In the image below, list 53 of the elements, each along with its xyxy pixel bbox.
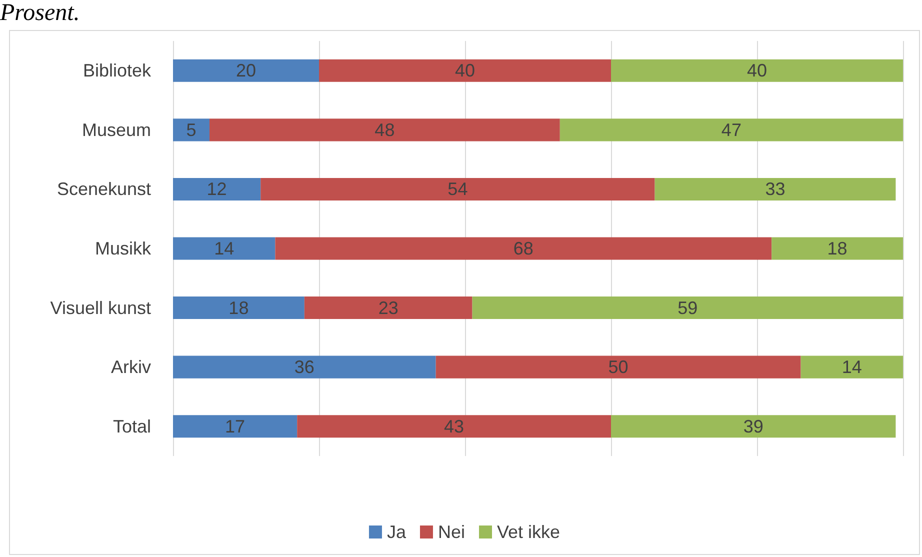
- data-label: 36: [294, 357, 314, 378]
- data-label: 59: [678, 298, 698, 318]
- data-label: 33: [765, 179, 786, 200]
- bar: [210, 118, 560, 142]
- y-tick-label: Bibliotek: [82, 60, 152, 81]
- chart-title: Prosent.: [0, 0, 80, 27]
- data-label: 47: [721, 120, 742, 140]
- bar: [560, 118, 903, 142]
- bar: [304, 296, 472, 320]
- bar: [436, 356, 801, 378]
- data-label: 39: [743, 416, 764, 436]
- data-label: 18: [827, 238, 848, 258]
- data-label: 14: [214, 238, 234, 258]
- y-tick-label: Musikk: [94, 238, 152, 258]
- data-label: 48: [374, 120, 395, 140]
- y-tick-label: Museum: [82, 120, 151, 140]
- data-label: 43: [444, 416, 464, 436]
- legend-label: Vet ikke: [496, 522, 560, 542]
- data-label: 20: [236, 60, 256, 81]
- bar: [173, 296, 304, 320]
- data-label: 40: [454, 60, 476, 81]
- bar: [173, 118, 210, 142]
- y-tick-label: Total: [112, 416, 151, 436]
- bar: [173, 237, 276, 260]
- y-tick-label: Visuell kunst: [50, 298, 151, 318]
- y-tick-label: Scenekunst: [56, 179, 151, 200]
- bar: [173, 356, 436, 378]
- data-label: 68: [513, 238, 534, 258]
- legend-label: Nei: [438, 522, 465, 542]
- bar: [173, 415, 298, 438]
- bar: [611, 415, 896, 438]
- bar: [173, 59, 319, 82]
- bar: [275, 237, 772, 260]
- bar: [297, 415, 611, 438]
- bar: [654, 178, 896, 200]
- bar: [260, 178, 655, 200]
- data-label: 18: [228, 298, 249, 318]
- bar: [800, 356, 903, 378]
- data-label: 14: [842, 357, 862, 378]
- bar: [611, 59, 903, 82]
- data-label: 40: [746, 60, 768, 81]
- bar: [772, 237, 903, 260]
- bar: [173, 178, 261, 200]
- data-label: 5: [186, 120, 196, 140]
- data-label: 23: [378, 298, 398, 318]
- bar: [472, 296, 903, 320]
- data-label: 17: [225, 416, 246, 436]
- data-label: 54: [448, 179, 468, 200]
- data-label: 12: [206, 179, 227, 200]
- data-label: 50: [608, 357, 628, 378]
- bar: [319, 59, 611, 82]
- legend-label: Ja: [386, 522, 407, 542]
- y-tick-label: Arkiv: [111, 357, 151, 378]
